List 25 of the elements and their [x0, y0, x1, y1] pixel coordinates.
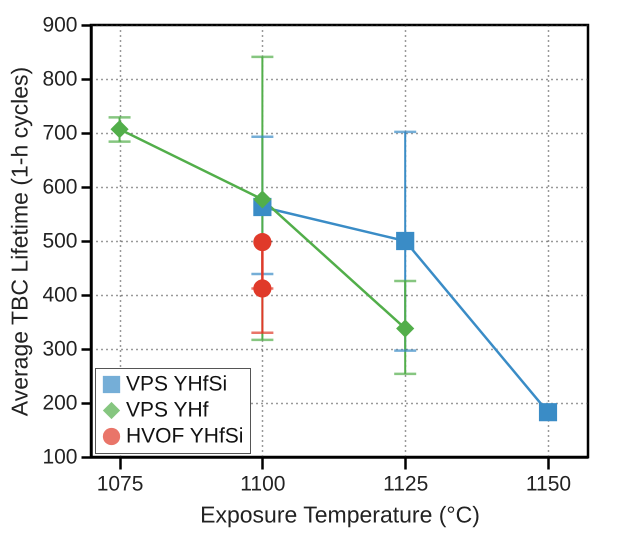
x-tick-label: 1150 [526, 472, 572, 496]
y-tick-label: 900 [42, 14, 78, 36]
legend-label: VPS YHfSi [126, 372, 228, 396]
point [253, 190, 272, 209]
point [253, 233, 272, 252]
point [396, 232, 414, 250]
point [253, 279, 272, 298]
x-tick-label: 1125 [383, 472, 428, 496]
y-tick-label: 300 [42, 338, 78, 360]
point [396, 319, 414, 338]
legend-label: VPS YHf [126, 398, 209, 422]
legend-label: HVOF YHfSi [126, 424, 244, 448]
y-axis-title: Average TBC Lifetime (1-h cycles) [6, 66, 32, 416]
x-tick-label: 1100 [240, 472, 286, 496]
y-tick-label: 700 [42, 122, 78, 144]
y-tick-label: 100 [42, 446, 78, 468]
point [538, 403, 558, 422]
x-tick-label: 1075 [96, 472, 144, 496]
y-tick-label: 400 [42, 284, 78, 306]
y-tick-label: 200 [42, 392, 78, 414]
point [110, 120, 129, 138]
x-axis-title: Exposure Temperature (°C) [200, 502, 480, 528]
y-tick-label: 600 [42, 176, 78, 198]
y-tick-label: 500 [42, 230, 78, 252]
y-tick-label: 800 [42, 68, 78, 90]
